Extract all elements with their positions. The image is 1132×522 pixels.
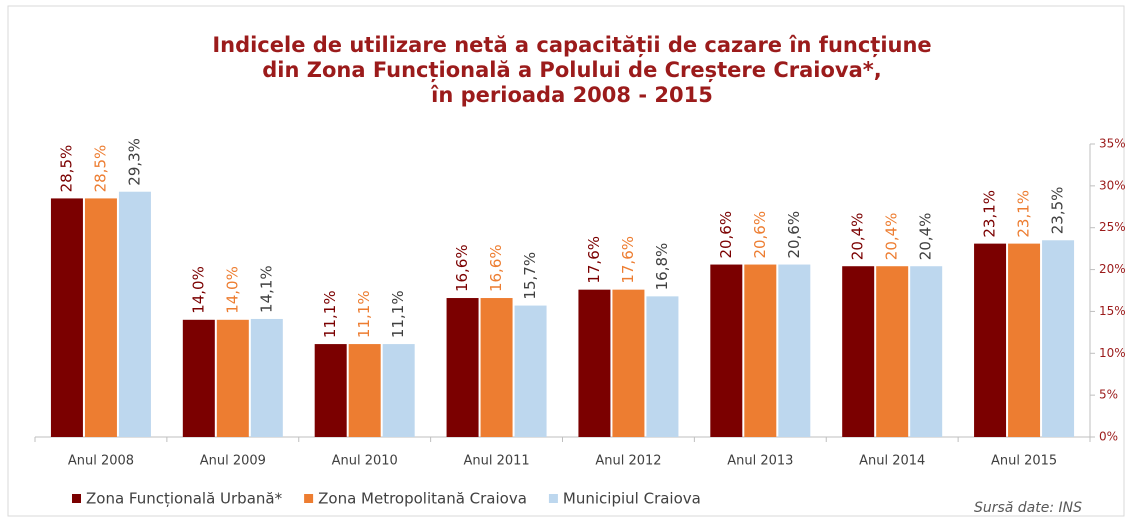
data-label: 20,4%	[883, 213, 901, 261]
data-label: 20,4%	[917, 213, 935, 261]
data-label: 23,5%	[1049, 187, 1067, 235]
y-tick-label: 10%	[1099, 346, 1126, 360]
bar	[118, 191, 151, 437]
source: Sursă date: INS	[974, 500, 1082, 516]
data-label: 20,6%	[717, 211, 735, 259]
bar	[778, 264, 811, 437]
bar	[480, 298, 513, 437]
bar	[578, 289, 611, 437]
bar	[446, 298, 479, 437]
chart-title: Indicele de utilizare netă a capacității…	[212, 33, 931, 107]
bar	[744, 264, 777, 437]
legend-swatch	[304, 494, 314, 503]
y-tick-label: 0%	[1099, 430, 1118, 444]
legend-label: Zona Funcțională Urbană*	[86, 490, 283, 508]
data-label: 16,6%	[453, 244, 471, 292]
x-tick-label: Anul 2014	[859, 454, 925, 469]
x-tick-label: Anul 2011	[463, 454, 529, 469]
data-label: 14,1%	[257, 265, 275, 313]
bar	[84, 198, 117, 437]
bar	[216, 319, 249, 437]
bar	[646, 296, 679, 437]
bar	[50, 198, 83, 437]
data-label: 28,5%	[91, 145, 109, 193]
data-label: 20,6%	[751, 211, 769, 259]
y-tick-label: 35%	[1099, 137, 1126, 151]
data-label: 20,4%	[849, 213, 867, 261]
legend-label: Municipiul Craiova	[563, 490, 701, 508]
bar	[382, 344, 415, 437]
data-label: 23,1%	[981, 190, 999, 238]
chart-frame	[7, 5, 1125, 517]
x-tick-label: Anul 2008	[68, 454, 134, 469]
x-tick-label: Anul 2009	[200, 454, 266, 469]
title-line: Indicele de utilizare netă a capacității…	[212, 33, 931, 58]
data-label: 11,1%	[321, 290, 339, 338]
bar	[348, 344, 381, 437]
legend-label: Zona Metropolitană Craiova	[318, 490, 527, 508]
bar	[514, 305, 547, 437]
x-tick-label: Anul 2015	[991, 454, 1057, 469]
x-tick-label: Anul 2010	[332, 454, 398, 469]
y-tick-label: 25%	[1099, 220, 1126, 234]
bar	[974, 243, 1007, 437]
bar	[842, 266, 875, 437]
bar	[612, 289, 645, 437]
data-label: 15,7%	[521, 252, 539, 300]
y-tick-label: 30%	[1099, 178, 1126, 192]
data-label: 16,6%	[487, 244, 505, 292]
bar	[710, 264, 743, 437]
data-label: 28,5%	[57, 145, 75, 193]
bar	[182, 319, 215, 437]
data-label: 17,6%	[585, 236, 603, 284]
data-label: 16,8%	[653, 243, 671, 291]
data-label: 23,1%	[1015, 190, 1033, 238]
bar	[250, 318, 283, 437]
data-label: 11,1%	[355, 290, 373, 338]
bar	[1008, 243, 1041, 437]
x-tick-label: Anul 2012	[595, 454, 661, 469]
data-label: 11,1%	[389, 290, 407, 338]
y-tick-label: 15%	[1099, 304, 1126, 318]
bar	[910, 266, 943, 437]
title-line: în perioada 2008 - 2015	[430, 83, 713, 107]
data-label: 29,3%	[125, 138, 143, 186]
data-label: 14,0%	[223, 266, 241, 314]
bar	[314, 344, 347, 437]
data-label: 17,6%	[619, 236, 637, 284]
title-line: din Zona Funcțională a Polului de Crește…	[262, 58, 881, 83]
y-tick-label: 5%	[1099, 388, 1118, 402]
data-label: 20,6%	[785, 211, 803, 259]
bar	[876, 266, 909, 437]
legend-swatch	[548, 494, 558, 503]
x-tick-label: Anul 2013	[727, 454, 793, 469]
y-tick-label: 20%	[1099, 262, 1126, 276]
data-label: 14,0%	[189, 266, 207, 314]
legend-swatch	[72, 494, 81, 503]
bar	[1042, 240, 1075, 437]
